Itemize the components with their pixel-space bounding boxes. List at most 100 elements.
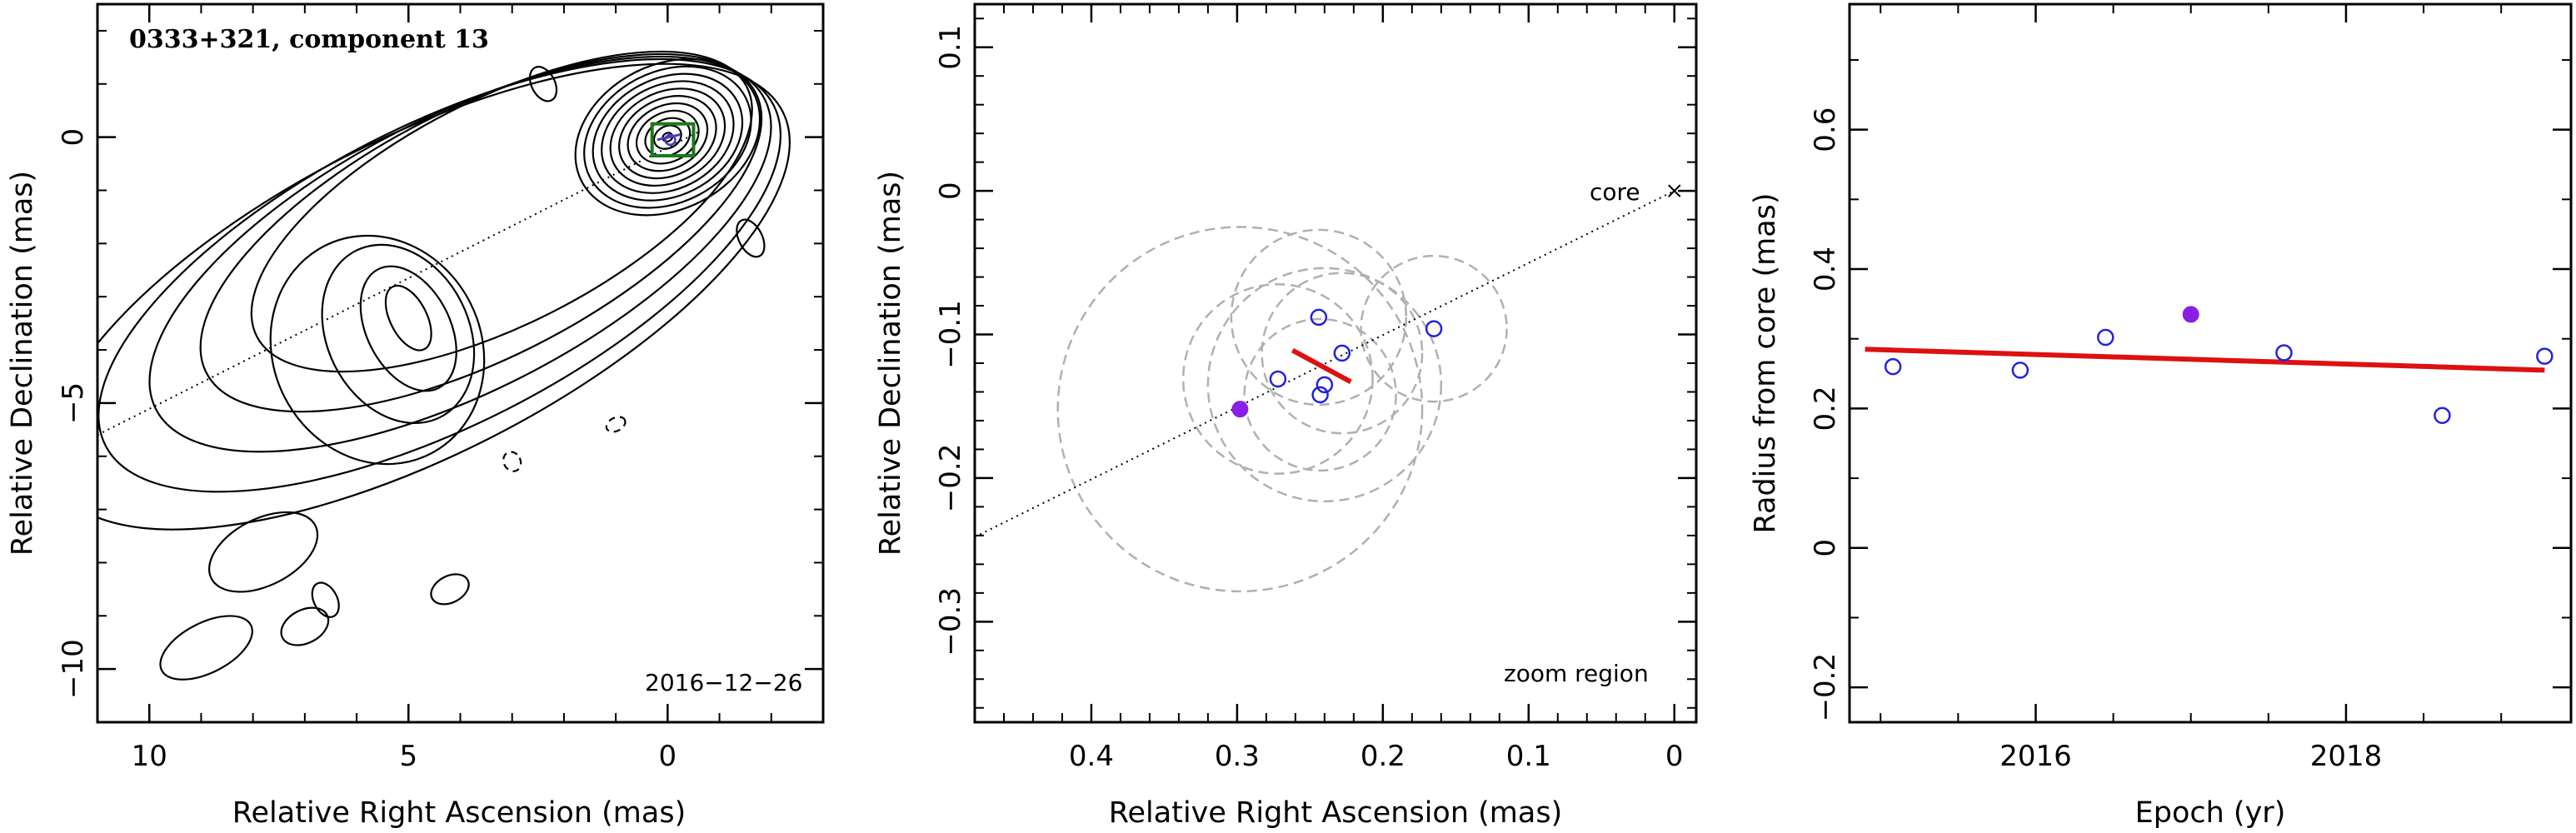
component-vector bbox=[656, 132, 681, 142]
data-point bbox=[1315, 376, 1334, 394]
y-tick-label: 0.2 bbox=[1809, 386, 1842, 431]
data-point bbox=[2434, 407, 2451, 425]
contour-group bbox=[97, 50, 791, 681]
y-axis-title: Radius from core (mas) bbox=[1749, 192, 1782, 533]
panel-zoom-region: core zoom region Relative Right Ascensio… bbox=[874, 2, 1698, 830]
data-point bbox=[2536, 347, 2554, 365]
x-axis-title: Relative Right Ascension (mas) bbox=[232, 796, 686, 830]
data-point bbox=[1884, 357, 1902, 376]
plot-frame bbox=[973, 2, 1698, 724]
axis-ticks: 0.4 0.3 0.2 0.1 0 0.1 0 −0.1 −0.2 −0.3 bbox=[934, 4, 1696, 773]
tail-contour bbox=[430, 573, 470, 606]
plot-frame bbox=[96, 2, 825, 724]
y-tick-label: 0 bbox=[934, 182, 967, 200]
highlight-point bbox=[2182, 306, 2199, 323]
core-label: core bbox=[1590, 178, 1640, 206]
isolated-contour bbox=[311, 581, 340, 618]
error-circle bbox=[1243, 317, 1397, 472]
core-cross bbox=[1668, 184, 1681, 197]
core-contour bbox=[618, 95, 717, 180]
y-tick-label: −0.3 bbox=[934, 587, 967, 656]
plot-area bbox=[975, 184, 1681, 593]
panel-radius-vs-epoch: Epoch (yr) Radius from core (mas) 2016 20… bbox=[1749, 2, 2573, 830]
core-contour bbox=[644, 117, 691, 157]
error-circle bbox=[1056, 226, 1424, 593]
knot-contour bbox=[359, 265, 457, 392]
y-tick-label: −5 bbox=[57, 382, 90, 424]
y-axis-title: Relative Declination (mas) bbox=[874, 171, 907, 556]
y-tick-label: 0 bbox=[1809, 539, 1842, 557]
x-tick-label: 0.3 bbox=[1215, 740, 1260, 773]
core-contour bbox=[652, 124, 682, 150]
x-tick-label: 2018 bbox=[2310, 740, 2383, 773]
jet-contour bbox=[97, 62, 791, 531]
core-contour bbox=[583, 65, 752, 209]
plot-frame bbox=[1848, 2, 2573, 724]
date-annotation: 2016−12−26 bbox=[645, 669, 802, 696]
zoom-group bbox=[975, 184, 1681, 593]
isolated-contour bbox=[502, 451, 522, 472]
data-point bbox=[1425, 320, 1443, 337]
isolated-contour bbox=[605, 416, 627, 433]
axis-ticks: 2016 2018 0.6 0.4 0.2 0 −0.2 bbox=[1809, 4, 2571, 773]
jet-contour bbox=[97, 57, 781, 493]
error-circle bbox=[1360, 254, 1508, 403]
tail-contour bbox=[208, 511, 319, 593]
core-contour bbox=[635, 109, 700, 165]
motion-vector bbox=[1290, 347, 1352, 385]
y-tick-label: −0.1 bbox=[934, 300, 967, 369]
x-tick-label: 5 bbox=[399, 740, 417, 773]
highlight-point bbox=[1231, 401, 1249, 418]
core-contour bbox=[627, 102, 709, 172]
panel-contour-map: 0333+321, component 13 2016−12−26 Relati… bbox=[6, 2, 825, 830]
x-tick-label: 10 bbox=[132, 740, 167, 773]
error-circle bbox=[1230, 228, 1408, 407]
zoom-region-label: zoom region bbox=[1504, 660, 1649, 687]
plot-area bbox=[97, 50, 791, 681]
jet-contour bbox=[250, 50, 753, 373]
error-circle bbox=[1206, 267, 1443, 503]
x-axis-title: Relative Right Ascension (mas) bbox=[1109, 796, 1562, 830]
y-axis-title: Relative Declination (mas) bbox=[6, 171, 39, 556]
data-point bbox=[1333, 344, 1351, 362]
tail-contour bbox=[159, 615, 253, 681]
component-box bbox=[650, 122, 696, 157]
y-tick-label: −0.2 bbox=[934, 444, 967, 513]
data-point bbox=[2275, 344, 2293, 362]
x-tick-label: 2016 bbox=[1999, 740, 2072, 773]
jet-contour bbox=[199, 52, 763, 413]
tail-contour bbox=[280, 606, 330, 646]
fit-line bbox=[1865, 347, 2545, 373]
ridge-line bbox=[975, 190, 1675, 538]
knot-contour bbox=[384, 284, 432, 352]
isolated-contour bbox=[736, 218, 766, 258]
x-tick-label: 0 bbox=[1665, 740, 1684, 773]
y-tick-label: 0.4 bbox=[1809, 247, 1842, 292]
y-tick-label: 0 bbox=[57, 128, 90, 147]
data-point bbox=[1269, 370, 1287, 388]
core-contour bbox=[592, 72, 744, 202]
x-tick-label: 0 bbox=[659, 740, 677, 773]
x-axis-title: Epoch (yr) bbox=[2135, 796, 2286, 830]
error-circle bbox=[1181, 282, 1374, 475]
knot-contour bbox=[321, 243, 476, 424]
plot-area bbox=[1865, 306, 2554, 425]
y-tick-label: −0.2 bbox=[1809, 653, 1842, 722]
knot-contour bbox=[269, 234, 486, 466]
data-point bbox=[2011, 362, 2029, 379]
y-tick-label: 0.1 bbox=[934, 25, 967, 70]
x-tick-label: 0.2 bbox=[1360, 740, 1405, 773]
error-circle bbox=[1261, 272, 1424, 435]
x-tick-label: 0.4 bbox=[1069, 740, 1114, 773]
core-contour bbox=[609, 87, 726, 187]
axis-ticks: 10 5 0 0 −5 −10 bbox=[57, 4, 824, 773]
component-marker bbox=[664, 133, 676, 147]
y-tick-label: −10 bbox=[57, 639, 90, 699]
y-tick-label: 0.6 bbox=[1809, 107, 1842, 152]
x-tick-label: 0.1 bbox=[1506, 740, 1551, 773]
core-contour bbox=[574, 57, 761, 217]
chart-title: 0333+321, component 13 bbox=[129, 25, 489, 54]
ridge-line bbox=[97, 131, 700, 436]
isolated-contour bbox=[528, 66, 558, 102]
